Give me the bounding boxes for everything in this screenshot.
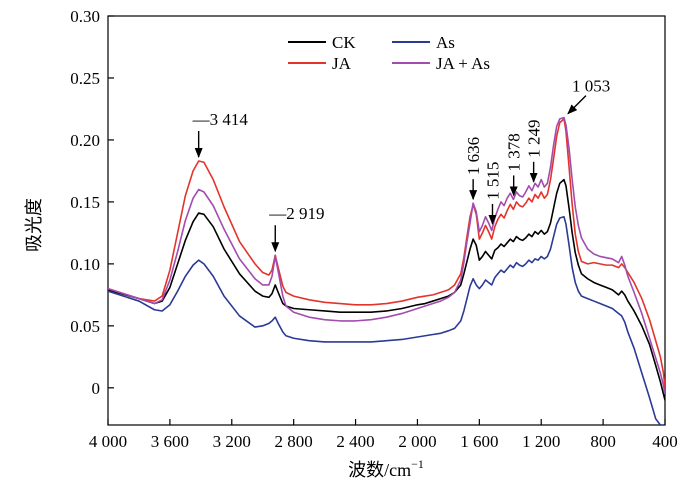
peak-label: —2 919 — [268, 204, 324, 223]
x-tick-label: 2 000 — [398, 432, 436, 451]
x-tick-label: 2 800 — [275, 432, 313, 451]
series-line-ja — [108, 118, 665, 388]
peak-arrow — [567, 95, 587, 115]
plot-frame — [107, 15, 666, 426]
legend-label-ck: CK — [332, 33, 356, 52]
y-tick-label: 0 — [92, 379, 101, 398]
x-axis-title: 波数/cm−1 — [348, 457, 424, 480]
peak-label: 1 249 — [525, 120, 544, 158]
x-tick-label: 800 — [590, 432, 616, 451]
x-tick-label: 3 200 — [213, 432, 251, 451]
x-tick-label: 1 200 — [522, 432, 560, 451]
legend-label-ja-as: JA + As — [436, 54, 490, 73]
legend: CK JA As JA + As — [288, 33, 490, 73]
peak-label: 1 636 — [464, 137, 483, 175]
peak-label: 1 378 — [505, 133, 524, 171]
y-tick-label: 0.20 — [70, 131, 100, 150]
y-axis-title: 吸光度 — [24, 198, 44, 252]
series-line-as — [108, 215, 665, 425]
x-axis-title-superscript: −1 — [411, 457, 424, 471]
y-tick-label: 0.10 — [70, 255, 100, 274]
series-line-ck — [108, 178, 665, 401]
peak-label: 1 053 — [572, 77, 610, 96]
x-tick-label: 4 000 — [89, 432, 127, 451]
series-layer — [108, 116, 665, 425]
x-axis: 4 000 3 600 3 200 2 800 2 400 2 000 1 600 1 200… — [89, 419, 678, 451]
y-tick-label: 0.30 — [70, 7, 100, 26]
peak-label: —3 414 — [192, 110, 249, 129]
x-tick-label: 1 600 — [460, 432, 498, 451]
legend-label-ja: JA — [332, 54, 352, 73]
x-tick-label: 2 400 — [336, 432, 374, 451]
peak-label: 1 515 — [483, 162, 502, 200]
legend-label-as: As — [436, 33, 455, 52]
y-tick-label: 0.15 — [70, 193, 100, 212]
y-tick-label: 0.05 — [70, 317, 100, 336]
x-tick-label: 3 600 — [151, 432, 189, 451]
x-tick-label: 400 — [652, 432, 678, 451]
y-tick-label: 0.25 — [70, 69, 100, 88]
y-axis: 0 0.05 0.10 0.15 0.20 0.25 0.30 — [70, 7, 114, 398]
series-line-ja-as — [108, 116, 665, 395]
